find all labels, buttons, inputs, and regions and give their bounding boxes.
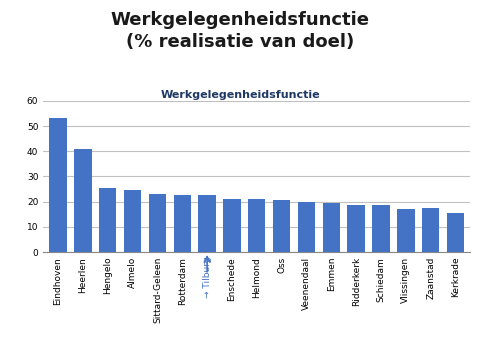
Bar	[149, 194, 166, 252]
Bar	[74, 149, 92, 252]
Bar	[248, 199, 265, 252]
Bar	[397, 209, 415, 252]
Text: Werkgelegenheidsfunctie: Werkgelegenheidsfunctie	[160, 90, 320, 100]
Bar	[323, 203, 340, 252]
Bar	[372, 205, 390, 252]
Bar	[124, 190, 141, 252]
Bar	[174, 195, 191, 252]
Bar	[447, 213, 464, 252]
Text: Werkgelegenheidsfunctie
(% realisatie van doel): Werkgelegenheidsfunctie (% realisatie va…	[110, 11, 370, 51]
Bar	[422, 208, 439, 252]
Bar	[198, 195, 216, 252]
Bar	[49, 118, 67, 252]
Bar	[348, 205, 365, 252]
Bar	[99, 188, 117, 252]
Bar	[273, 200, 290, 252]
Bar	[223, 199, 240, 252]
Bar	[298, 202, 315, 252]
